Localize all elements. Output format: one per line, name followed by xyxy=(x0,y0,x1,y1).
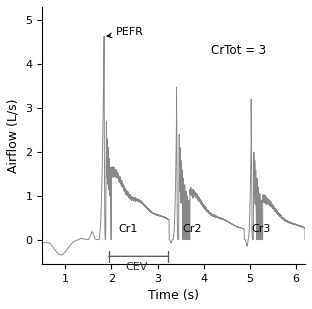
X-axis label: Time (s): Time (s) xyxy=(148,289,199,302)
Text: Cr2: Cr2 xyxy=(183,224,202,234)
Text: Cr1: Cr1 xyxy=(118,224,137,234)
Text: PEFR: PEFR xyxy=(107,28,144,38)
Text: Cr3: Cr3 xyxy=(251,224,271,234)
Text: CrTot = 3: CrTot = 3 xyxy=(211,44,266,57)
Text: CEV: CEV xyxy=(126,262,148,272)
Y-axis label: Airflow (L/s): Airflow (L/s) xyxy=(7,98,20,173)
